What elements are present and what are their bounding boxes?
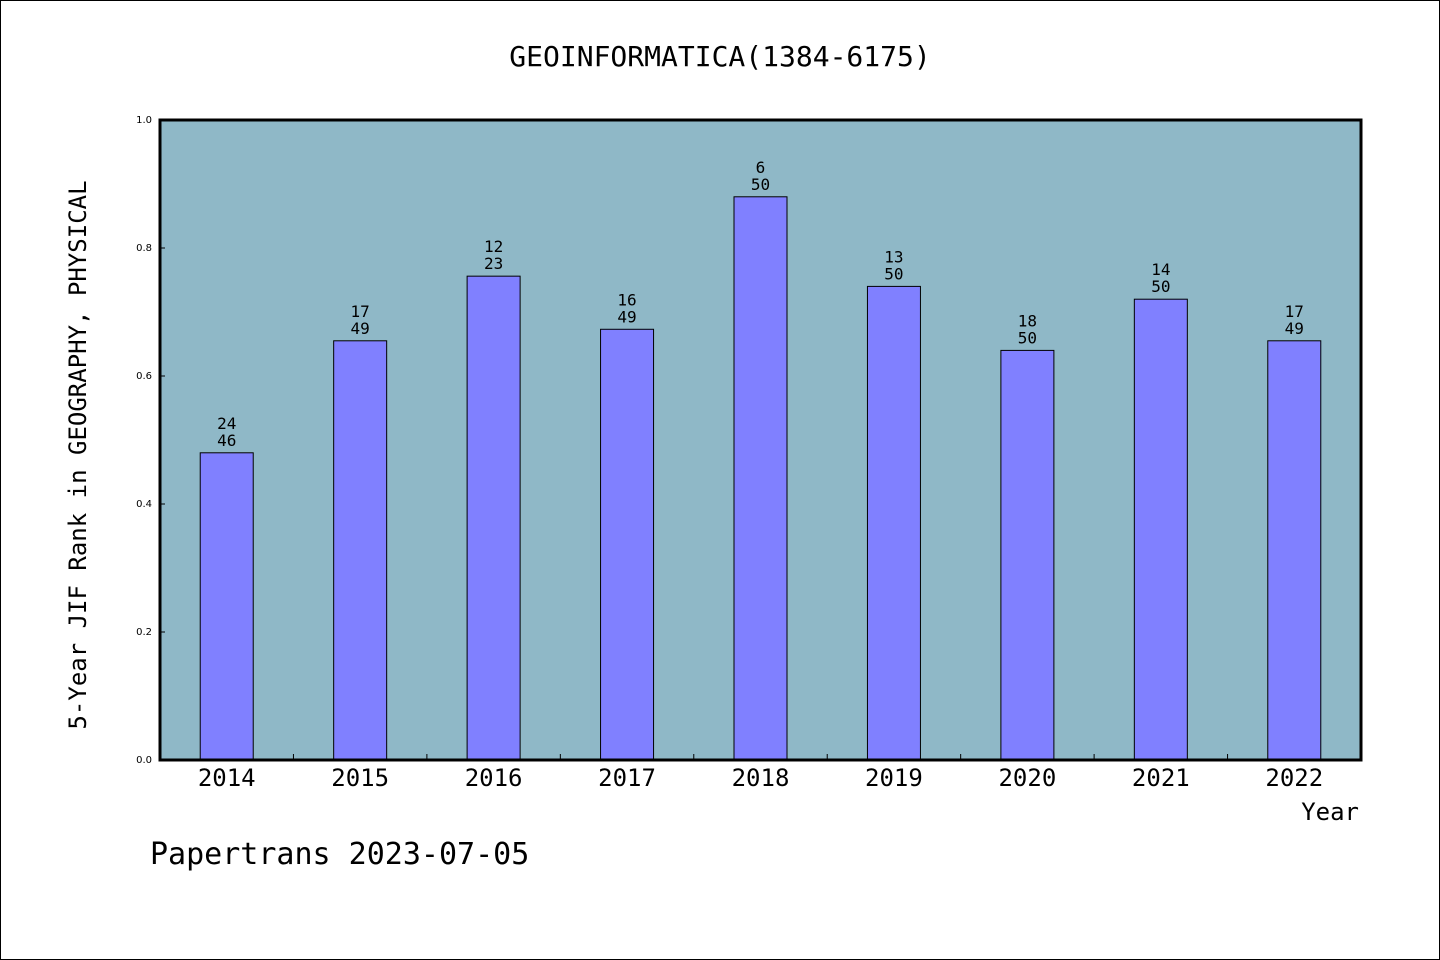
x-tick-label: 2016	[465, 764, 523, 792]
bar-2016	[466, 275, 521, 761]
bar-label-bottom: 50	[1018, 328, 1037, 347]
bar-2020	[1000, 349, 1055, 761]
y-tick-label: 0.4	[136, 499, 152, 510]
x-tick-label: 2014	[198, 764, 256, 792]
bar-label-bottom: 46	[217, 431, 236, 450]
x-tick-label: 2015	[331, 764, 389, 792]
bar-label-bottom: 23	[484, 254, 503, 273]
bar-2017	[600, 328, 655, 761]
bar-label-bottom: 50	[1151, 277, 1170, 296]
footer-text: Papertrans 2023-07-05	[150, 837, 529, 872]
x-tick-label: 2018	[732, 764, 790, 792]
y-tick-label: 1.0	[136, 115, 152, 126]
x-tick-label: 2021	[1132, 764, 1190, 792]
bar-2014	[199, 452, 254, 761]
bar-label-bottom: 49	[617, 307, 636, 326]
y-tick-label: 0.6	[136, 371, 152, 382]
y-tick-label: 0.2	[136, 627, 152, 638]
bar-label-bottom: 50	[884, 264, 903, 283]
bar-2015	[333, 340, 388, 761]
bar-label-top: 18	[1018, 311, 1037, 330]
bar-label-top: 16	[617, 290, 636, 309]
bar-label-top: 14	[1151, 260, 1170, 279]
x-axis-label: Year	[1301, 798, 1359, 826]
bar-label-bottom: 50	[751, 175, 770, 194]
bar-label-top: 13	[884, 247, 903, 266]
x-tick-label: 2019	[865, 764, 923, 792]
bar-2022	[1267, 340, 1322, 761]
x-tick-label: 2020	[998, 764, 1056, 792]
bar-2021	[1133, 298, 1188, 761]
plot-border	[158, 118, 1363, 762]
x-tick-label: 2017	[598, 764, 656, 792]
bar-label-top: 6	[756, 158, 766, 177]
bar-label-top: 17	[1285, 302, 1304, 321]
x-tick-label: 2022	[1265, 764, 1323, 792]
bar-label-bottom: 49	[1285, 319, 1304, 338]
bar-label-top: 24	[217, 414, 236, 433]
bar-label-top: 17	[351, 302, 370, 321]
bar-label-top: 12	[484, 237, 503, 256]
y-tick-label: 0.8	[136, 243, 152, 254]
bar-2019	[866, 285, 921, 761]
y-tick-label: 0.0	[136, 755, 152, 766]
chart-title: GEOINFORMATICA(1384-6175)	[509, 40, 930, 73]
bar-label-bottom: 49	[351, 319, 370, 338]
y-axis-label: 5-Year JIF Rank in GEOGRAPHY, PHYSICAL	[64, 180, 92, 729]
bar-2018	[733, 196, 788, 761]
